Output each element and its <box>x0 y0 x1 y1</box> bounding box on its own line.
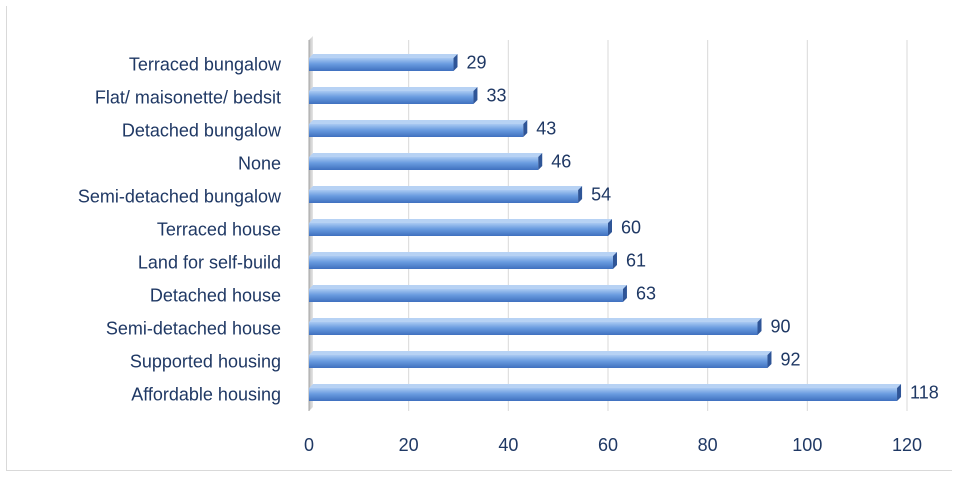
bar <box>309 289 623 302</box>
bar <box>309 256 613 269</box>
bar-end-cap <box>622 285 627 302</box>
x-tick-label: 20 <box>399 435 419 455</box>
bar <box>309 58 454 71</box>
category-label: Terraced house <box>157 220 281 240</box>
bar <box>309 157 539 170</box>
bar-top-face <box>309 120 528 124</box>
bar-top-face <box>309 87 478 91</box>
category-label: Detached bungalow <box>122 121 282 141</box>
category-label: Flat/ maisonette/ bedsit <box>95 88 281 108</box>
bar-top-face <box>309 54 458 58</box>
data-label: 33 <box>486 86 506 106</box>
category-label: Semi-detached bungalow <box>78 187 282 207</box>
category-label: Affordable housing <box>131 385 281 405</box>
bar-end-cap <box>608 219 612 236</box>
bar-top-face <box>309 186 583 190</box>
bar-top-face <box>309 285 627 289</box>
bar-top-face <box>309 219 612 223</box>
bar-end-cap <box>538 153 543 170</box>
category-label: Terraced bungalow <box>129 55 282 75</box>
x-tick-label: 100 <box>792 435 822 455</box>
data-label: 60 <box>621 218 641 238</box>
x-tick-label: 40 <box>498 435 518 455</box>
bars <box>309 54 902 401</box>
x-tick-label: 80 <box>698 435 718 455</box>
x-tick-label: 120 <box>892 435 922 455</box>
data-label: 43 <box>536 119 556 139</box>
bar-end-cap <box>473 87 478 104</box>
bar-end-cap <box>612 252 617 269</box>
bar <box>309 91 474 104</box>
x-tick-label: 60 <box>598 435 618 455</box>
bar-end-cap <box>578 186 583 203</box>
bar-top-face <box>309 318 762 322</box>
x-tick-label: 0 <box>304 435 314 455</box>
data-label: 90 <box>771 317 791 337</box>
bar-end-cap <box>523 120 528 137</box>
bar <box>309 190 579 203</box>
labels: 0 20 40 60 80 100 120 Terraced bungalow 29 Flat/ … <box>78 53 939 456</box>
chart-frame <box>6 6 952 471</box>
bar-top-face <box>309 153 543 157</box>
bar-end-cap <box>757 318 762 335</box>
category-label: Supported housing <box>130 352 281 372</box>
bar-end-cap <box>767 351 772 368</box>
data-label: 46 <box>551 152 571 172</box>
bar <box>309 322 758 335</box>
bar-end-cap <box>897 384 902 401</box>
bar <box>309 355 768 368</box>
bar-top-face <box>309 384 902 388</box>
data-label: 61 <box>626 251 646 271</box>
bar-end-cap <box>453 54 458 71</box>
data-label: 63 <box>636 284 656 304</box>
bar <box>309 124 524 137</box>
data-label: 92 <box>780 350 800 370</box>
data-label: 118 <box>910 383 939 403</box>
category-label: Semi-detached house <box>106 319 281 339</box>
bar <box>309 388 898 401</box>
category-label: Detached house <box>150 286 281 306</box>
bar <box>309 223 608 236</box>
data-label: 29 <box>467 53 487 73</box>
data-label: 54 <box>591 185 611 205</box>
category-label: None <box>238 154 281 174</box>
bar-top-face <box>309 252 617 256</box>
bar-top-face <box>309 351 772 355</box>
category-label: Land for self-build <box>138 253 281 273</box>
